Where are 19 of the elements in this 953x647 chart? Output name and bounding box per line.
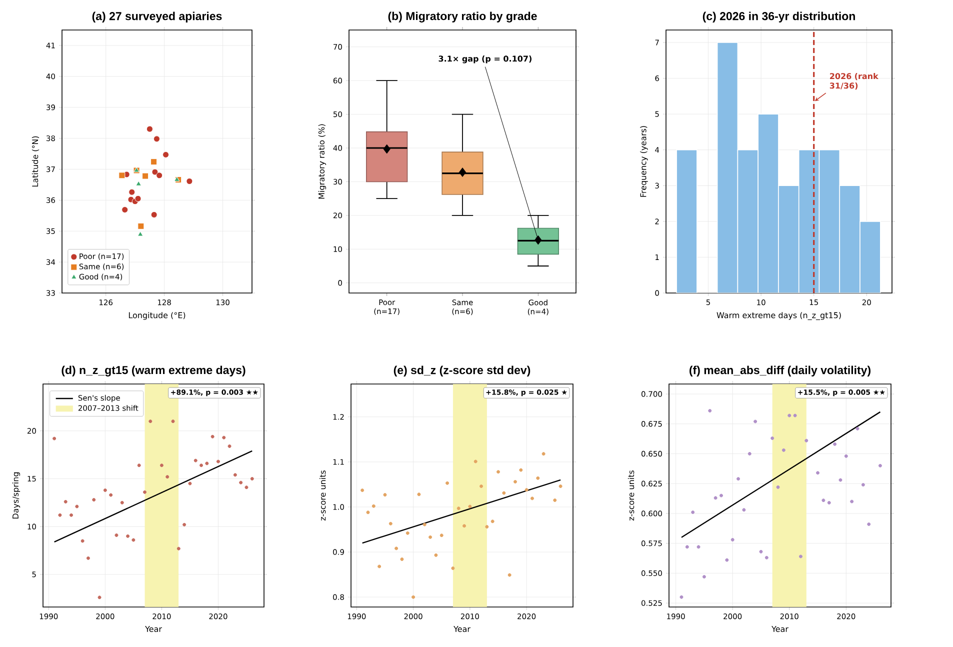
chart-title: (e) sd_z (z-score std dev)	[394, 366, 530, 376]
x-axis-title: Year	[454, 626, 470, 632]
chart-title: (d) n_z_gt15 (warm extreme days)	[62, 366, 246, 376]
x-axis-title: Year	[145, 626, 162, 632]
y-axis-title: z-score units	[320, 470, 326, 521]
y-axis-title: Latitude (°N)	[32, 136, 40, 187]
annotation: 3.1× gap (p = 0.107)	[438, 55, 532, 64]
chart-title: (b) Migratory ratio by grade	[388, 12, 537, 22]
chart-title: (a) 27 surveyed apiaries	[92, 12, 222, 22]
y-axis-title: Days/spring	[12, 472, 20, 518]
y-axis-title: Migratory ratio (%)	[318, 124, 326, 199]
x-axis-title: Year	[772, 626, 788, 632]
y-axis-title: Frequency (years)	[640, 126, 648, 197]
ref-line-label: 2026 (rank 31/36)	[830, 72, 878, 90]
x-axis-title: Longitude (°E)	[128, 312, 186, 320]
chart-title: (f) mean_abs_diff (daily volatility)	[690, 366, 870, 376]
chart-title: (c) 2026 in 36-yr distribution	[702, 12, 855, 22]
x-axis-title: Warm extreme days (n_z_gt15)	[716, 312, 841, 320]
y-axis-title: z-score units	[628, 470, 634, 521]
